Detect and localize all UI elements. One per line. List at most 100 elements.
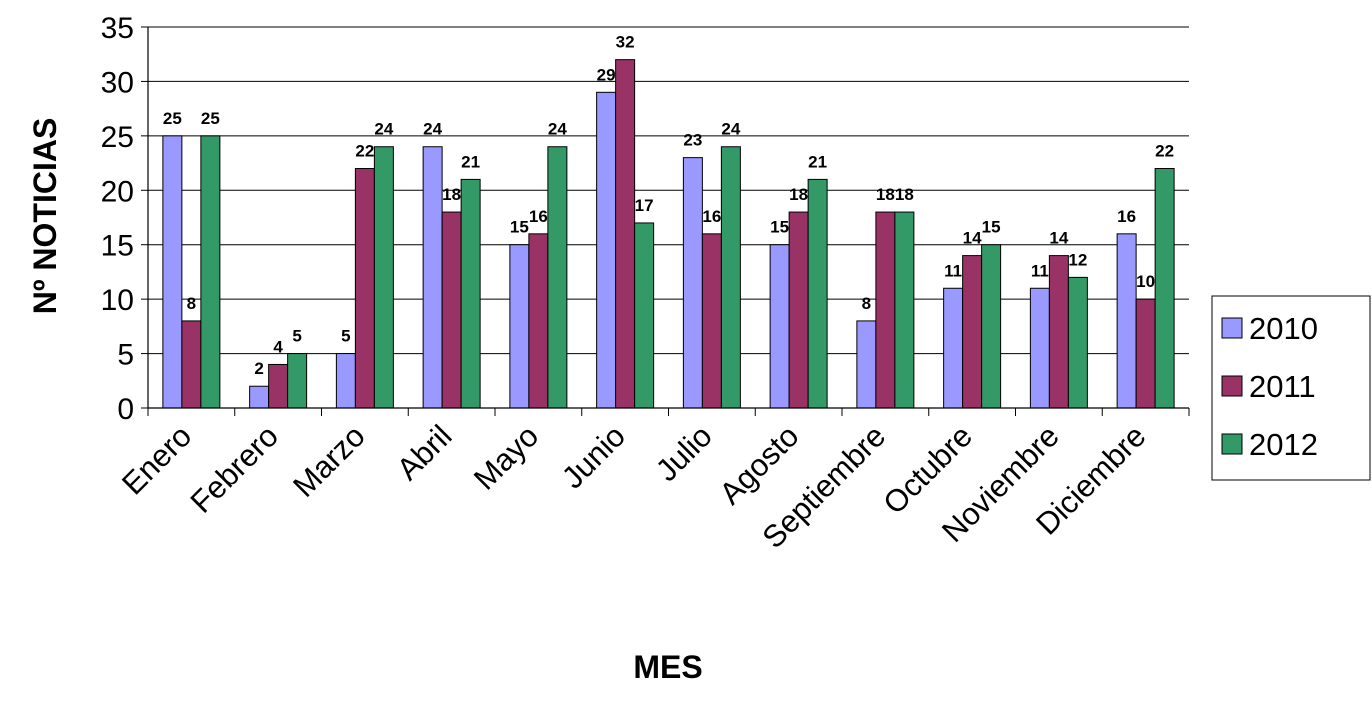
bar xyxy=(962,255,983,409)
data-label: 8 xyxy=(187,294,196,313)
bar xyxy=(528,233,549,409)
data-label: 11 xyxy=(944,261,962,280)
axes xyxy=(141,26,1190,416)
data-label: 16 xyxy=(529,207,548,226)
y-tick-label: 0 xyxy=(117,393,134,426)
bar xyxy=(1116,233,1137,409)
bar xyxy=(856,320,877,409)
bar xyxy=(1029,287,1050,409)
data-label: 10 xyxy=(1136,272,1155,291)
data-label: 22 xyxy=(1155,142,1174,161)
bar xyxy=(875,211,896,409)
bar xyxy=(720,146,741,409)
data-label: 22 xyxy=(355,142,374,161)
data-label: 16 xyxy=(1117,207,1136,226)
data-label: 14 xyxy=(1049,229,1068,248)
data-label: 2 xyxy=(254,359,263,378)
bar xyxy=(894,211,915,409)
bar xyxy=(354,168,375,409)
x-tick-label: Febrero xyxy=(184,418,286,520)
x-tick-label: Junio xyxy=(555,418,632,495)
bar xyxy=(769,244,790,409)
bar xyxy=(634,222,655,409)
data-label: 5 xyxy=(292,327,301,346)
bar xyxy=(1135,298,1156,409)
data-label: 29 xyxy=(597,65,616,84)
bar xyxy=(981,244,1002,409)
x-tick-label: Enero xyxy=(115,418,198,501)
y-tick-label: 25 xyxy=(101,121,134,154)
y-tick-label: 35 xyxy=(101,12,134,45)
bar xyxy=(701,233,722,409)
data-label: 24 xyxy=(548,120,567,139)
gridlines xyxy=(148,26,1189,355)
bar xyxy=(547,146,568,409)
bar xyxy=(1067,276,1088,409)
x-tick-label: Abril xyxy=(390,418,459,487)
bar xyxy=(1154,168,1175,409)
data-label: 8 xyxy=(862,294,871,313)
data-label: 24 xyxy=(721,120,740,139)
bar xyxy=(807,178,828,409)
data-label: 24 xyxy=(374,120,393,139)
data-label: 5 xyxy=(341,327,350,346)
data-label: 12 xyxy=(1068,250,1087,269)
bar xyxy=(788,211,809,409)
data-label: 32 xyxy=(616,33,635,52)
bar xyxy=(422,146,443,409)
data-label: 16 xyxy=(702,207,721,226)
y-tick-label: 20 xyxy=(101,175,134,208)
data-label: 18 xyxy=(876,185,895,204)
y-tick-labels: 0 5 10 15 20 25 30 35 xyxy=(101,12,134,426)
legend-label: 2012 xyxy=(1249,427,1318,462)
bar xyxy=(162,135,183,409)
legend: 2010 2011 2012 xyxy=(1211,295,1371,481)
bar xyxy=(1048,255,1069,409)
data-label: 23 xyxy=(683,131,702,150)
bar xyxy=(249,385,270,409)
bar xyxy=(596,91,617,409)
data-label: 17 xyxy=(635,196,654,215)
data-label: 18 xyxy=(789,185,808,204)
data-label: 21 xyxy=(808,152,827,171)
bar xyxy=(943,287,964,409)
bar xyxy=(181,320,202,409)
data-label: 4 xyxy=(273,337,283,356)
data-label: 21 xyxy=(461,152,480,171)
data-label: 15 xyxy=(770,218,789,237)
legend-swatch xyxy=(1221,433,1243,455)
data-label: 25 xyxy=(163,109,182,128)
x-tick-label: Marzo xyxy=(286,418,372,504)
bar xyxy=(373,146,394,409)
data-label: 18 xyxy=(895,185,914,204)
bar xyxy=(287,353,308,409)
x-tick-label: Mayo xyxy=(467,418,545,496)
legend-swatch xyxy=(1221,375,1243,397)
data-label: 11 xyxy=(1031,261,1049,280)
y-tick-label: 5 xyxy=(117,339,134,372)
y-axis-title: Nº NOTICIAS xyxy=(27,118,63,315)
data-label: 25 xyxy=(201,109,220,128)
data-label: 15 xyxy=(982,218,1001,237)
bar xyxy=(509,244,530,409)
bars xyxy=(162,59,1175,409)
bar xyxy=(615,59,636,409)
bar xyxy=(441,211,462,409)
bar xyxy=(682,157,703,409)
x-tick-label: Julio xyxy=(649,418,719,488)
data-label: 15 xyxy=(510,218,529,237)
data-label: 14 xyxy=(963,229,982,248)
y-tick-label: 15 xyxy=(101,230,134,263)
legend-label: 2010 xyxy=(1249,311,1318,346)
y-tick-label: 30 xyxy=(101,66,134,99)
bar xyxy=(268,363,289,409)
legend-swatch xyxy=(1221,317,1243,339)
x-axis-title: MES xyxy=(633,649,702,685)
y-tick-label: 10 xyxy=(101,284,134,317)
legend-label: 2011 xyxy=(1249,369,1316,404)
bar xyxy=(335,353,356,409)
data-label: 24 xyxy=(423,120,442,139)
